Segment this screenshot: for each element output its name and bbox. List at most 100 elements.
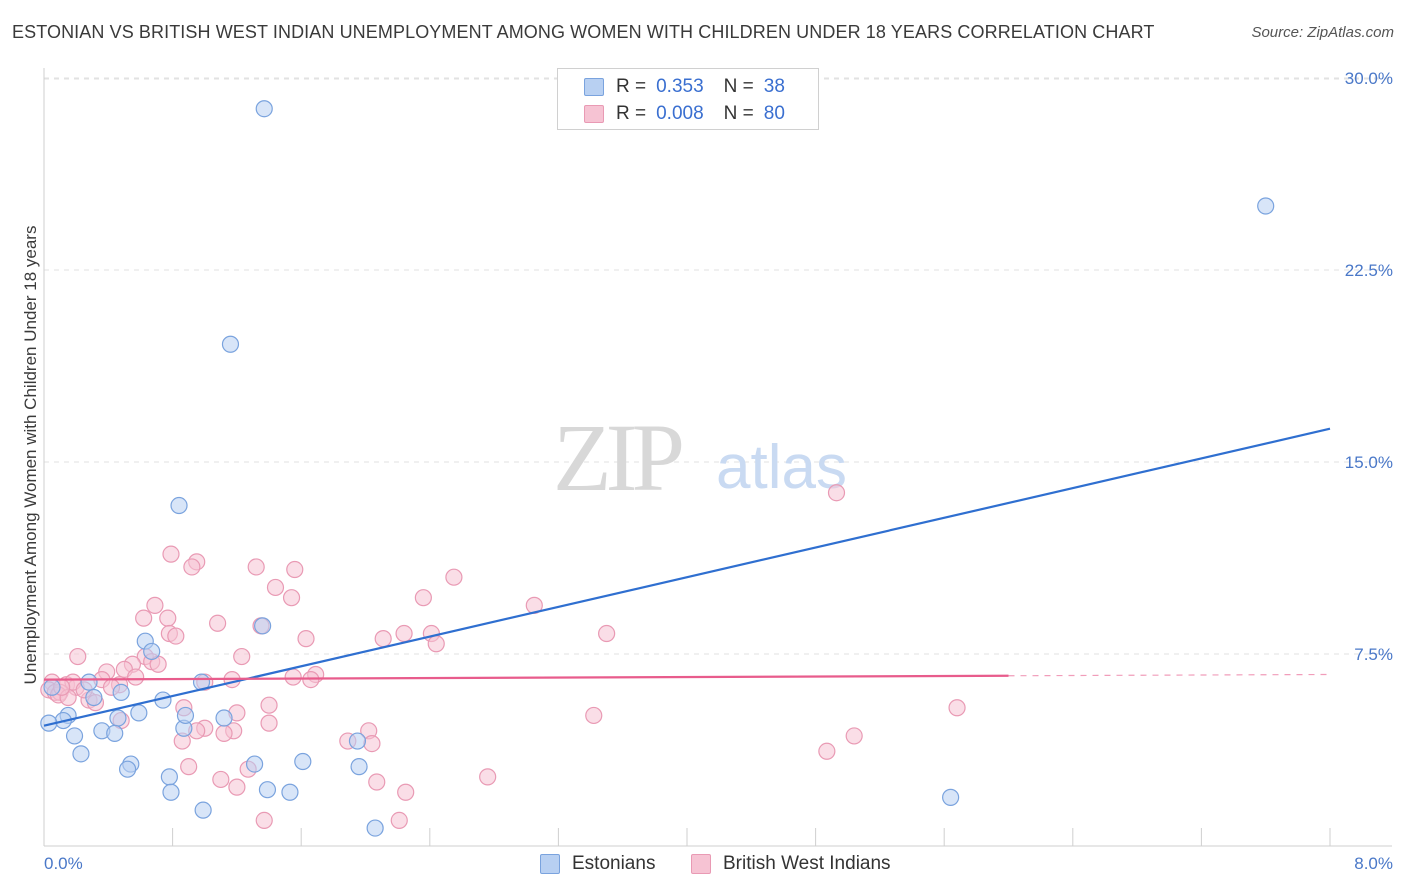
- legend-n-value: 80: [763, 103, 785, 124]
- bwi-point: [297, 630, 315, 648]
- estonian-point: [245, 755, 264, 773]
- estonian-point: [118, 760, 137, 778]
- gridlines: [44, 77, 1392, 655]
- y-axis-label: Unemployment Among Women with Children U…: [21, 226, 40, 685]
- bwi-point: [390, 811, 408, 830]
- y-tick-labels: 7.5% 15.0% 22.5% 30.0%: [1345, 69, 1393, 664]
- estonian-point: [221, 335, 240, 353]
- bwi-point: [827, 484, 846, 502]
- estonians-trend-line: [43, 427, 1331, 727]
- bwi-point: [247, 558, 265, 576]
- bwi-point: [135, 609, 153, 627]
- bwi-point: [818, 742, 836, 760]
- legend-r-value: 0.353: [656, 76, 704, 97]
- bwi-point: [286, 560, 304, 579]
- estonians-legend-icon: [540, 854, 560, 874]
- watermark-atlas: atlas: [716, 433, 847, 502]
- bwi-point: [368, 773, 386, 791]
- estonian-point: [348, 732, 367, 750]
- estonian-point: [215, 709, 233, 727]
- bwi-point: [233, 647, 251, 666]
- legend-r-label: R =: [616, 76, 647, 97]
- bwi-trend-extension: [1008, 673, 1331, 677]
- bottom-legend-bwi: British West Indians: [691, 852, 891, 876]
- watermark: ZIP atlas: [553, 404, 847, 511]
- y-tick-label: 7.5%: [1354, 645, 1393, 664]
- estonian-point: [281, 783, 299, 801]
- bwi-point: [479, 768, 497, 786]
- bwi-point: [427, 635, 445, 653]
- legend-n-label: N =: [723, 76, 754, 97]
- estonian-point: [294, 752, 312, 771]
- legend-r-value: 0.008: [656, 103, 704, 124]
- estonian-point: [350, 758, 368, 776]
- bwi-point: [228, 778, 246, 796]
- estonian-point: [176, 706, 195, 725]
- y-tick-label: 22.5%: [1345, 261, 1393, 280]
- estonian-point: [942, 788, 960, 806]
- legend-n-value: 38: [763, 76, 785, 97]
- estonian-point: [162, 783, 180, 801]
- correlation-legend: R = 0.353 N = 38 R = 0.008 N = 80: [557, 68, 819, 130]
- x-tick-labels: 0.0% 8.0%: [44, 854, 1393, 873]
- bwi-point: [183, 558, 201, 576]
- estonian-point: [43, 678, 61, 696]
- watermark-zip: ZIP: [553, 404, 682, 511]
- estonian-point: [80, 673, 98, 691]
- bwi-point: [445, 568, 463, 586]
- bwi-swatch-icon: [584, 105, 604, 123]
- estonian-point: [143, 642, 161, 661]
- estonian-point: [109, 709, 127, 727]
- bwi-legend-icon: [691, 854, 711, 874]
- bwi-point: [845, 727, 863, 745]
- bwi-point: [209, 614, 227, 632]
- estonians-swatch-icon: [584, 78, 604, 96]
- trend-lines: [43, 427, 1331, 727]
- bwi-point: [948, 699, 966, 717]
- bwi-point: [127, 668, 145, 686]
- series-estonians: [40, 100, 1275, 837]
- estonian-point: [160, 768, 178, 786]
- estonian-point: [65, 727, 84, 745]
- source-credit: Source: ZipAtlas.com: [1251, 24, 1394, 41]
- bwi-point: [212, 770, 230, 789]
- series-british-west-indians: [40, 484, 966, 830]
- bwi-trend-line: [43, 674, 1009, 681]
- estonian-point: [106, 724, 124, 742]
- estonian-point: [85, 688, 103, 707]
- estonian-point: [112, 683, 130, 702]
- bwi-point: [162, 545, 180, 563]
- bottom-legend-estonians: Estonians: [540, 852, 655, 876]
- y-tick-label: 30.0%: [1345, 69, 1393, 88]
- bwi-point: [284, 668, 302, 686]
- bwi-point: [180, 758, 198, 776]
- bwi-point: [363, 734, 381, 753]
- bwi-point: [167, 627, 185, 645]
- estonian-point: [1257, 197, 1275, 215]
- legend-row-bwi: R = 0.008 N = 80: [584, 102, 785, 126]
- estonian-point: [366, 819, 384, 837]
- legend-row-estonians: R = 0.353 N = 38: [584, 75, 785, 99]
- estonian-point: [130, 704, 148, 722]
- bwi-point: [585, 706, 603, 725]
- bwi-point: [260, 714, 278, 732]
- bwi-point: [395, 624, 413, 643]
- bwi-point: [598, 624, 616, 643]
- estonian-point: [170, 496, 188, 515]
- estonian-point: [72, 745, 90, 763]
- x-tick-label-max: 8.0%: [1354, 854, 1393, 873]
- legend-r-label: R =: [616, 103, 647, 124]
- estonian-point: [254, 617, 272, 635]
- bwi-point: [215, 724, 233, 742]
- bwi-legend-label: British West Indians: [723, 853, 891, 874]
- bwi-point: [374, 630, 392, 648]
- estonian-point: [258, 781, 277, 799]
- estonian-point: [194, 801, 212, 819]
- x-tick-label-min: 0.0%: [44, 854, 83, 873]
- estonians-legend-label: Estonians: [572, 853, 656, 874]
- y-tick-label: 15.0%: [1345, 453, 1393, 472]
- bwi-point: [397, 783, 415, 801]
- bwi-point: [159, 609, 177, 627]
- legend-n-label: N =: [723, 103, 754, 124]
